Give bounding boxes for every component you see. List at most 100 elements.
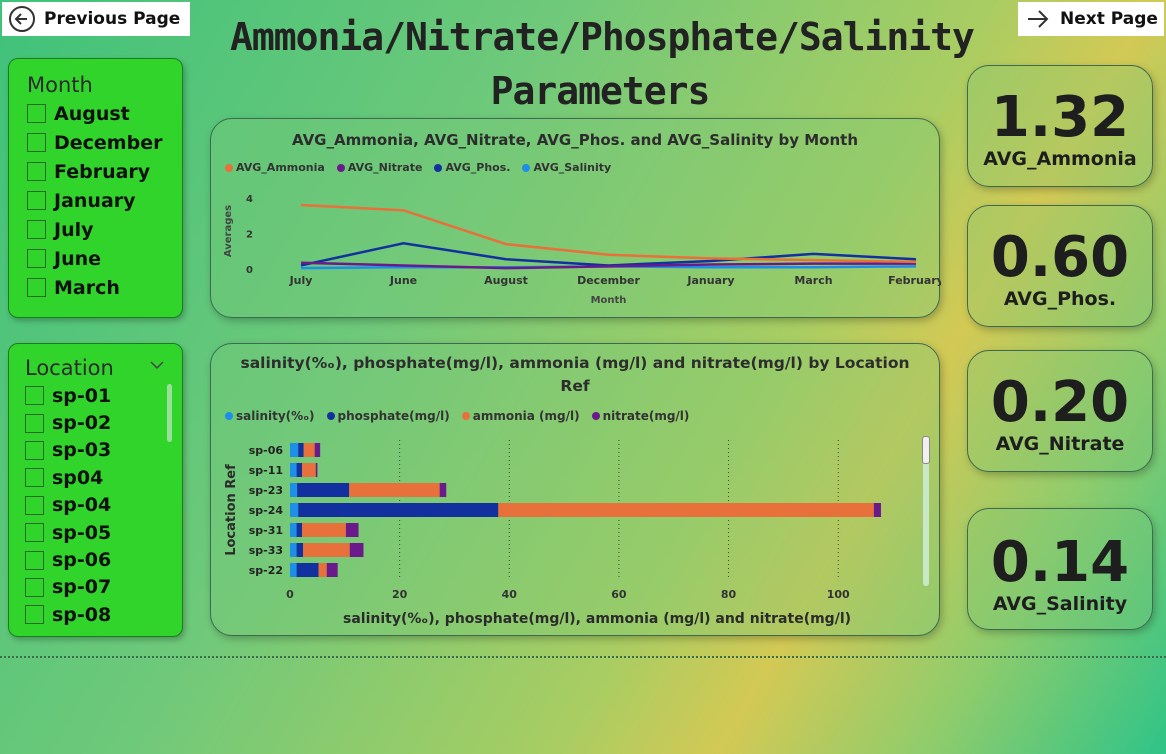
legend-label: AVG_Salinity [533, 161, 612, 174]
location-option[interactable]: sp-02 [25, 409, 182, 436]
location-option[interactable]: sp-06 [25, 546, 182, 573]
bar-chart-title: salinity(%ₒ), phosphate(mg/l), ammonia (… [240, 354, 910, 395]
x-tick-label: June [389, 274, 417, 287]
legend-label: AVG_Phos. [445, 161, 511, 174]
location-slicer-title: Location [25, 356, 114, 380]
month-option[interactable]: June [27, 244, 182, 273]
previous-page-button[interactable]: Previous Page [2, 2, 190, 36]
y-tick-label: sp-23 [249, 484, 283, 497]
month-option[interactable]: March [27, 273, 182, 302]
checkbox[interactable] [25, 605, 44, 625]
bar-segment [302, 463, 316, 477]
location-option[interactable]: sp-04 [25, 492, 182, 519]
line-chart-title: AVG_Ammonia, AVG_Nitrate, AVG_Phos. and … [291, 131, 858, 149]
page-divider [0, 656, 1166, 658]
legend-item[interactable]: salinity(%ₒ) [225, 409, 315, 423]
month-option-label: March [54, 276, 120, 299]
x-tick-label: 80 [721, 588, 737, 601]
checkbox[interactable] [25, 413, 44, 433]
checkbox[interactable] [25, 386, 44, 406]
checkbox[interactable] [25, 577, 44, 597]
bar-chart-scrollbar-thumb[interactable] [922, 436, 930, 464]
x-tick-label: January [686, 274, 734, 287]
month-option-label: June [54, 247, 102, 270]
location-option[interactable]: sp-03 [25, 437, 182, 464]
month-option-label: February [54, 160, 151, 183]
checkbox[interactable] [25, 495, 44, 515]
y-tick-label: sp-31 [249, 524, 283, 537]
month-option[interactable]: February [27, 157, 182, 186]
legend-label: AVG_Ammonia [236, 161, 325, 174]
checkbox[interactable] [27, 249, 46, 268]
checkbox[interactable] [27, 278, 46, 297]
legend-label: salinity(%ₒ) [236, 409, 315, 423]
kpi-card-nitrate: 0.20 AVG_Nitrate [967, 350, 1153, 472]
legend-item[interactable]: AVG_Phos. [434, 161, 510, 174]
next-page-button[interactable]: Next Page [1018, 2, 1164, 36]
checkbox[interactable] [27, 133, 46, 152]
y-tick-label: 2 [246, 229, 253, 240]
checkbox[interactable] [27, 104, 46, 123]
location-scrollbar[interactable] [167, 384, 172, 442]
kpi-value: 0.20 [990, 370, 1130, 435]
kpi-label: AVG_Nitrate [995, 433, 1125, 455]
month-option-label: August [54, 102, 130, 125]
bar-segment [315, 463, 318, 477]
location-option-label: sp-03 [52, 439, 112, 462]
kpi-value: 0.60 [990, 225, 1130, 290]
legend-item[interactable]: AVG_Salinity [522, 161, 611, 174]
line-chart[interactable]: 0 2 4 July June August December January March Feb… [211, 119, 941, 319]
y-axis-title: Location Ref [224, 464, 239, 556]
y-axis-title: Averages [223, 205, 234, 257]
legend-label: AVG_Nitrate [347, 161, 423, 174]
month-option[interactable]: December [27, 128, 182, 157]
location-option[interactable]: sp-07 [25, 574, 182, 601]
location-option-label: sp-08 [52, 603, 112, 626]
y-tick-label: sp-11 [249, 464, 283, 477]
y-tick-label: sp-24 [249, 504, 284, 517]
x-tick-label: 20 [392, 588, 408, 601]
legend-item[interactable]: AVG_Nitrate [336, 161, 423, 174]
location-option-label: sp-06 [52, 549, 112, 572]
legend-item[interactable]: phosphate(mg/l) [326, 409, 450, 423]
bar-segment [296, 563, 319, 577]
arrow-left-circle-icon [9, 6, 35, 32]
checkbox[interactable] [27, 220, 46, 239]
month-option[interactable]: July [27, 215, 182, 244]
x-tick-label: December [577, 274, 640, 287]
bar-segment [349, 483, 440, 497]
location-slicer: Location sp-01 sp-02 sp-03 sp04 sp-04 sp… [8, 343, 183, 637]
month-option[interactable]: August [27, 99, 182, 128]
location-option-label: sp-07 [52, 576, 112, 599]
bar-segment [439, 483, 447, 497]
bar-segment [296, 463, 303, 477]
checkbox[interactable] [27, 191, 46, 210]
x-tick-label: 40 [502, 588, 518, 601]
legend-item[interactable]: nitrate(mg/l) [591, 409, 689, 423]
location-option[interactable]: sp-05 [25, 519, 182, 546]
month-option[interactable]: January [27, 186, 182, 215]
legend-item[interactable]: ammonia (mg/l) [461, 409, 580, 423]
month-option-label: December [54, 131, 163, 154]
checkbox[interactable] [25, 523, 44, 543]
x-tick-label: July [289, 274, 313, 287]
location-option-label: sp-05 [52, 521, 112, 544]
location-option[interactable]: sp-08 [25, 601, 182, 628]
y-tick-label: sp-22 [249, 564, 283, 577]
chevron-down-icon[interactable] [150, 360, 164, 370]
series-line [300, 261, 916, 270]
next-page-label: Next Page [1060, 9, 1158, 29]
kpi-label: AVG_Phos. [1003, 288, 1117, 310]
bar-chart-scrollbar[interactable] [923, 436, 929, 586]
legend-item[interactable]: AVG_Ammonia [225, 161, 325, 174]
checkbox[interactable] [25, 440, 44, 460]
checkbox[interactable] [25, 468, 44, 488]
bar-segment [303, 443, 315, 457]
bar-segment [290, 503, 299, 517]
bar-chart[interactable]: 0 20 40 60 80 100 sp-06 sp-11 sp-23 sp-24 sp-31 sp-… [211, 344, 941, 637]
checkbox[interactable] [25, 550, 44, 570]
location-option[interactable]: sp04 [25, 464, 182, 491]
page-title: Ammonia/Nitrate/Phosphate/Salinity Param… [230, 15, 975, 113]
location-option[interactable]: sp-01 [25, 382, 182, 409]
checkbox[interactable] [27, 162, 46, 181]
